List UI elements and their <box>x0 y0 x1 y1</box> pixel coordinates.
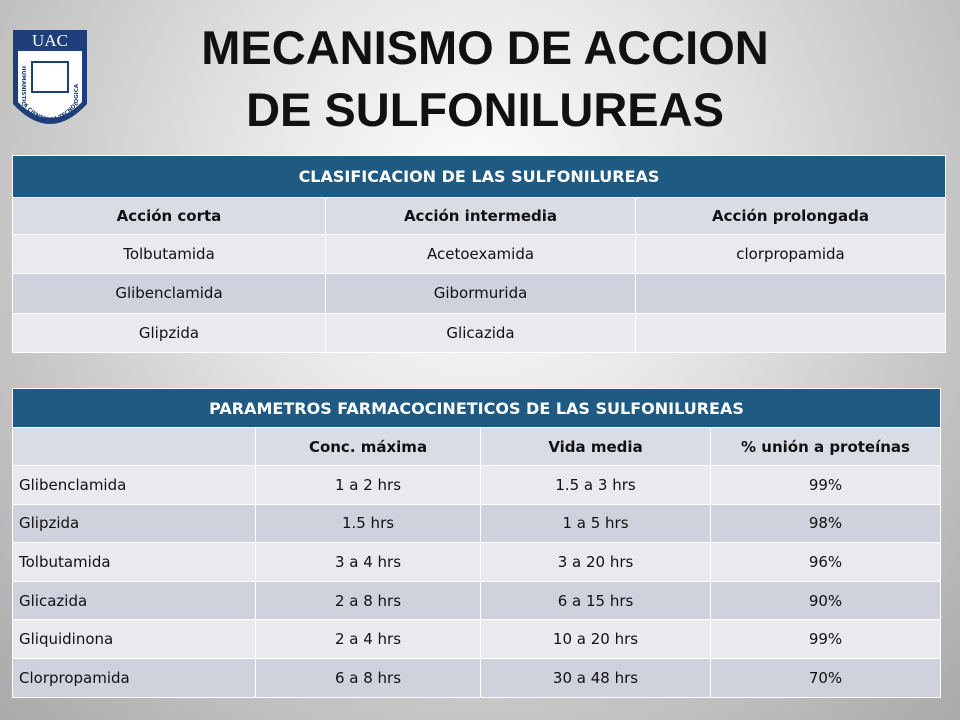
cell: 6 a 8 hrs <box>255 657 481 698</box>
data-row: Tolbutamida 3 a 4 hrs 3 a 20 hrs 96% <box>12 542 942 582</box>
cell: Tolbutamida <box>12 233 326 275</box>
data-row: Glipzida Glicazida <box>12 312 946 353</box>
cell: 2 a 8 hrs <box>255 580 481 621</box>
column-header: Acción corta <box>12 197 326 235</box>
data-row: Glibenclamida Gibormurida <box>12 273 946 314</box>
logo-inner <box>18 51 82 118</box>
cell: Tolbutamida <box>12 542 256 582</box>
cell: 99% <box>709 465 942 505</box>
cell: 1 a 2 hrs <box>255 465 481 505</box>
logo-emblem <box>31 61 69 93</box>
cell: clorpropamida <box>635 233 946 275</box>
cell: Glipzida <box>12 503 256 544</box>
column-header: Acción prolongada <box>635 197 946 235</box>
table-title: CLASIFICACION DE LAS SULFONILUREAS <box>12 155 946 198</box>
cell: 1 a 5 hrs <box>480 503 711 544</box>
column-header: Conc. máxima <box>255 427 481 466</box>
classification-table: CLASIFICACION DE LAS SULFONILUREAS Acción… <box>12 155 946 353</box>
column-header: % unión a proteínas <box>709 427 942 466</box>
blank-cell <box>635 273 946 314</box>
title-row: PARAMETROS FARMACOCINETICOS DE LAS SULFO… <box>11 388 942 428</box>
cell: Glipzida <box>12 312 326 353</box>
logo: UAC HUMANISTICA CIENTIFICA TECNOLOGICA <box>13 30 87 124</box>
pharmacokinetics-table: PARAMETROS FARMACOCINETICOS DE LAS SULFO… <box>11 388 942 698</box>
cell: 3 a 4 hrs <box>255 542 481 582</box>
logo-acronym: UAC <box>32 31 68 50</box>
cell: Glicazida <box>12 580 256 621</box>
blank-cell <box>635 312 946 353</box>
cell: 6 a 15 hrs <box>480 580 711 621</box>
blank-cell <box>12 427 256 466</box>
cell: 90% <box>709 580 942 621</box>
table-title: PARAMETROS FARMACOCINETICOS DE LAS SULFO… <box>11 388 942 428</box>
column-header-row: Acción corta Acción intermedia Acción prol… <box>12 197 946 235</box>
cell: Clorpropamida <box>12 657 256 698</box>
cell: Acetoexamida <box>325 233 636 275</box>
cell: Glicazida <box>325 312 636 353</box>
cell: 96% <box>709 542 942 582</box>
title-row: CLASIFICACION DE LAS SULFONILUREAS <box>12 155 946 198</box>
data-row: Glicazida 2 a 8 hrs 6 a 15 hrs 90% <box>12 580 942 621</box>
cell: 99% <box>709 619 942 659</box>
cell: 98% <box>709 503 942 544</box>
column-header: Vida media <box>480 427 711 466</box>
title-line: MECANISMO DE ACCION <box>201 21 769 74</box>
cell: Gliquidinona <box>12 619 256 659</box>
data-row: Glibenclamida 1 a 2 hrs 1.5 a 3 hrs 99% <box>12 465 942 505</box>
cell: 70% <box>709 657 942 698</box>
cell: Glibenclamida <box>12 273 326 314</box>
column-header-row: Conc. máxima Vida media% unión a proteína… <box>12 427 942 466</box>
cell: 1.5 a 3 hrs <box>480 465 711 505</box>
data-row: Glipzida 1.5 hrs 1 a 5 hrs 98% <box>12 503 942 544</box>
cell: Gibormurida <box>325 273 636 314</box>
column-header: Acción intermedia <box>325 197 636 235</box>
cell: 2 a 4 hrs <box>255 619 481 659</box>
data-row: Gliquidinona 2 a 4 hrs 10 a 20 hrs 99% <box>12 619 942 659</box>
cell: 3 a 20 hrs <box>480 542 711 582</box>
cell: 1.5 hrs <box>255 503 481 544</box>
data-row: Clorpropamida 6 a 8 hrs 30 a 48 hrs 70% <box>12 657 942 698</box>
title-line: DE SULFONILUREAS <box>246 83 724 136</box>
cell: 30 a 48 hrs <box>480 657 711 698</box>
cell: 10 a 20 hrs <box>480 619 711 659</box>
cell: Glibenclamida <box>12 465 256 505</box>
data-row: Tolbutamida Acetoexamida clorpropamida <box>12 233 946 275</box>
